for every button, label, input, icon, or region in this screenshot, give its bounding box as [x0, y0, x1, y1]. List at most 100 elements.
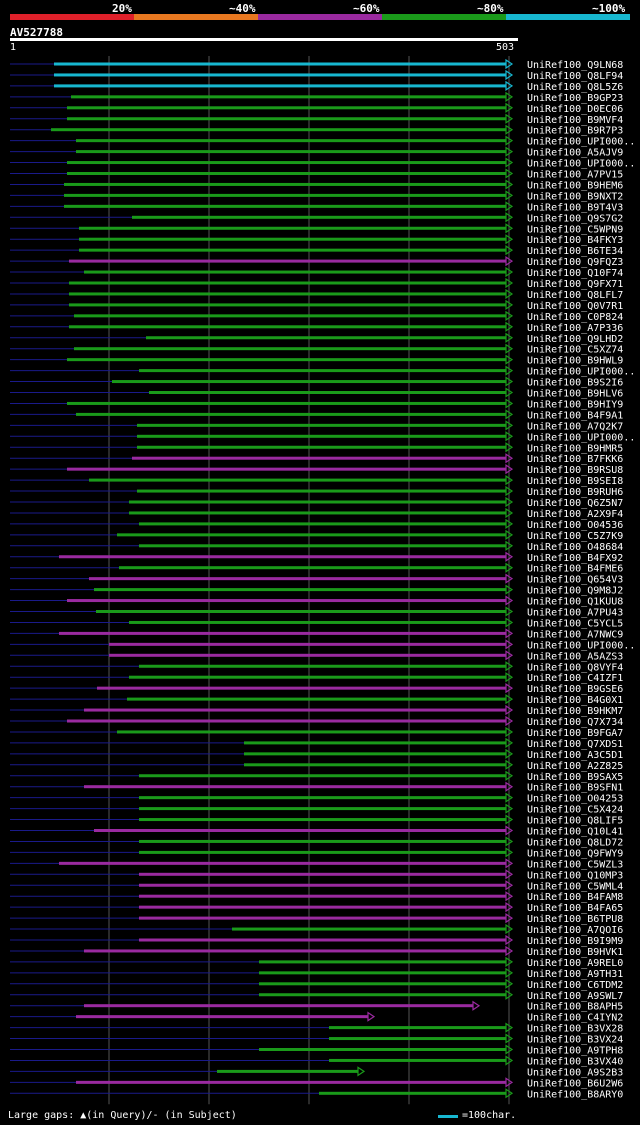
hit-bar [76, 1080, 506, 1084]
hit-bar [146, 336, 506, 340]
hit-bar [109, 653, 506, 657]
hit-bar [51, 128, 506, 132]
hit-label: UniRef100_Q1KUU8 [527, 597, 623, 608]
hit-arrow [505, 781, 514, 792]
hit-label: UniRef100_B4G0X1 [527, 695, 623, 706]
hit-bar [244, 752, 506, 756]
legend-bar-40 [134, 14, 258, 20]
hit-arrow [505, 343, 514, 354]
hit-arrow [505, 792, 514, 803]
hit-label: UniRef100_B7FKK6 [527, 454, 623, 465]
hit-label: UniRef100_C4IZF1 [527, 673, 623, 684]
hit-arrow [505, 759, 514, 770]
legend-bar-60 [258, 14, 382, 20]
hit-arrow [505, 69, 514, 81]
hit-label: UniRef100_B9HEM6 [527, 180, 623, 191]
hit-label: UniRef100_B3VX24 [527, 1035, 623, 1046]
hit-bar [139, 850, 506, 854]
hit-bar [139, 905, 506, 909]
hit-bar [139, 796, 506, 800]
hit-label: UniRef100_C6TDM2 [527, 980, 623, 991]
hit-arrow [505, 967, 514, 978]
hit-label: UniRef100_Q10F74 [527, 268, 623, 279]
hit-arrow [505, 584, 514, 595]
hit-label: UniRef100_B9S2I6 [527, 378, 623, 389]
hit-bar [232, 927, 506, 931]
hit-bar [132, 456, 506, 460]
legend-label-40: ~40% [229, 2, 256, 15]
hit-bar [129, 500, 506, 504]
hit-label: UniRef100_B9GP23 [527, 93, 623, 104]
hit-arrow [505, 748, 514, 759]
hit-arrow [505, 387, 514, 398]
hit-label: UniRef100_A7PV15 [527, 170, 623, 181]
hit-bar [319, 1091, 506, 1095]
hit-bar [76, 139, 506, 143]
hit-bar [259, 1048, 506, 1051]
hit-label: UniRef100_B6TE34 [527, 246, 623, 257]
legend-label-80: ~80% [477, 2, 504, 15]
hit-label: UniRef100_C5Z7K9 [527, 531, 623, 542]
hit-label: UniRef100_B9HLV6 [527, 389, 623, 400]
hit-arrow [505, 365, 514, 376]
hit-arrow [505, 912, 514, 924]
hit-bar [149, 391, 506, 394]
hit-label: UniRef100_Q8L5Z6 [527, 82, 623, 93]
hit-bar [67, 599, 506, 603]
hit-label: UniRef100_B9RSU8 [527, 465, 623, 476]
hit-bar [129, 620, 506, 624]
hit-label: UniRef100_Q9LN68 [527, 60, 623, 71]
hit-arrow [505, 814, 514, 825]
hit-arrow [505, 891, 514, 902]
hit-label: UniRef100_Q9M8J2 [527, 586, 623, 597]
hit-arrow [505, 880, 514, 891]
hit-bar [59, 631, 506, 635]
hit-label: UniRef100_B9RUH6 [527, 487, 623, 498]
hit-arrow [505, 934, 514, 946]
hit-arrow [505, 836, 514, 847]
hit-arrow [505, 431, 514, 442]
hit-bar [69, 292, 506, 296]
hit-arrow [505, 693, 514, 705]
hit-label: UniRef100_B9NXT2 [527, 191, 623, 202]
hit-arrow [505, 1088, 514, 1099]
hit-bar [79, 237, 506, 241]
hit-bar [329, 1058, 506, 1062]
hit-arrow [505, 453, 514, 464]
footer-gap-legend: Large gaps: ▲(in Query)/- (in Subject) [8, 1110, 237, 1121]
hit-arrow [505, 245, 514, 256]
hit-arrow [505, 529, 514, 540]
legend-bar-80 [382, 14, 506, 20]
hit-arrow [505, 146, 514, 157]
hit-label: UniRef100_C4IYN2 [527, 1013, 623, 1024]
hit-arrow [505, 266, 514, 278]
hit-arrow [505, 409, 514, 420]
hit-bar [139, 807, 506, 811]
ruler-end-label: 503 [496, 42, 515, 53]
hit-bar [94, 829, 506, 832]
hit-arrow [505, 80, 514, 92]
hit-bar [139, 774, 506, 778]
hit-arrow [505, 255, 514, 267]
hit-bar [67, 719, 506, 723]
hit-label: UniRef100_B9MVF4 [527, 115, 623, 126]
hit-label: UniRef100_B9HMR5 [527, 443, 623, 454]
hit-label: UniRef100_B8APH5 [527, 1002, 623, 1013]
hit-label: UniRef100_C0P824 [527, 312, 623, 323]
hit-label: UniRef100_D0EC06 [527, 104, 623, 115]
hit-bar [67, 106, 506, 110]
hit-label: UniRef100_C5XZ74 [527, 345, 623, 356]
hit-label: UniRef100_Q8LF94 [527, 71, 623, 82]
hit-label: UniRef100_A2Z825 [527, 761, 623, 772]
hit-bar [117, 533, 506, 537]
hit-bar [329, 1026, 506, 1030]
hit-label: UniRef100_B4FA65 [527, 903, 623, 914]
hit-label: UniRef100_A3C5D1 [527, 750, 623, 761]
hit-label: UniRef100_B6U2W6 [527, 1078, 623, 1089]
hit-bar [54, 73, 506, 77]
hit-arrow [505, 223, 514, 234]
hit-arrow [505, 956, 514, 968]
hit-label: UniRef100_B9SFN1 [527, 783, 623, 794]
footer-scale-label: =100char. [462, 1110, 517, 1121]
